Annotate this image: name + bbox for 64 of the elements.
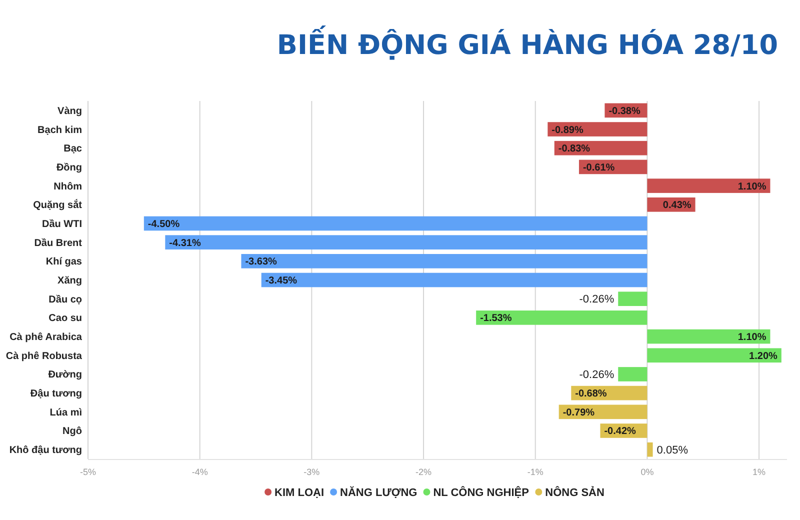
bar — [261, 272, 648, 288]
y-tick-label: Vàng — [58, 106, 82, 117]
y-tick-label: Nhôm — [54, 181, 82, 192]
data-label: -1.53% — [480, 313, 512, 324]
data-label: 1.10% — [738, 181, 766, 192]
data-label: -3.45% — [265, 276, 298, 286]
data-label: 0.05% — [656, 444, 688, 456]
y-tick-label: Dầu cọ — [48, 294, 82, 306]
data-label: 1.10% — [738, 332, 766, 344]
data-label: -3.63% — [245, 256, 278, 268]
data-label: -0.42% — [604, 426, 636, 438]
y-tick-label: Lúa mì — [50, 407, 82, 418]
x-tick-label: -2% — [416, 467, 432, 477]
legend-label: KIM LOẠI — [274, 486, 324, 499]
bar — [476, 310, 648, 325]
bar — [165, 235, 648, 250]
data-label: -0.83% — [558, 144, 590, 155]
data-label: -0.26% — [579, 369, 614, 382]
legend-label: NL CÔNG NGHIỆP — [433, 486, 529, 499]
data-label: -4.31% — [169, 238, 201, 249]
data-label: -0.79% — [562, 407, 595, 418]
bar — [647, 442, 653, 457]
bar — [618, 367, 648, 382]
x-tick-label: -4% — [192, 467, 208, 477]
y-tick-label: Dầu Brent — [34, 238, 83, 249]
bar — [647, 329, 770, 344]
y-tick-label: Xăng — [58, 276, 82, 286]
x-tick-label: 1% — [752, 467, 766, 477]
data-label: -0.89% — [552, 124, 584, 136]
data-label: -0.26% — [579, 294, 614, 306]
bar — [144, 216, 648, 231]
y-tick-label: Khí gas — [46, 256, 82, 268]
bar — [241, 254, 648, 268]
legend-label: NÔNG SẢN — [545, 486, 605, 499]
bar — [554, 140, 648, 156]
y-tick-label: Cao su — [48, 313, 82, 324]
y-tick-label: Dầu WTI — [42, 218, 82, 230]
legend-label: NĂNG LƯỢNG — [340, 486, 418, 499]
x-tick-label: -5% — [80, 467, 96, 477]
bar — [548, 122, 648, 136]
data-label: -0.38% — [608, 106, 640, 117]
y-tick-label: Ngô — [62, 426, 82, 438]
y-tick-label: Cà phê Robusta — [6, 350, 82, 362]
x-tick-label: 0% — [640, 467, 654, 477]
y-tick-label: Đồng — [56, 162, 82, 174]
data-label: 0.43% — [662, 200, 692, 212]
y-tick-label: Bạch kim — [38, 124, 82, 136]
bar — [558, 404, 648, 420]
y-tick-label: Đường — [48, 370, 82, 381]
y-tick-label: Khô đậu tương — [9, 445, 82, 456]
data-label: -0.61% — [582, 162, 615, 174]
y-tick-label: Quặng sắt — [33, 199, 83, 212]
y-tick-label: Đậu tương — [30, 388, 82, 400]
bar — [647, 348, 782, 363]
x-tick-label: -1% — [527, 467, 544, 477]
bar — [618, 292, 648, 306]
bar — [647, 178, 770, 193]
x-tick-label: -3% — [304, 467, 320, 477]
y-tick-label: Bạc — [64, 144, 82, 155]
data-label: -0.68% — [575, 388, 607, 400]
y-tick-label: Cà phê Arabica — [10, 332, 82, 344]
data-label: -4.50% — [148, 218, 180, 230]
data-label: 1.20% — [749, 350, 778, 362]
chart-title: BIẾN ĐỘNG GIÁ HÀNG HÓA 28/10 — [276, 25, 778, 61]
